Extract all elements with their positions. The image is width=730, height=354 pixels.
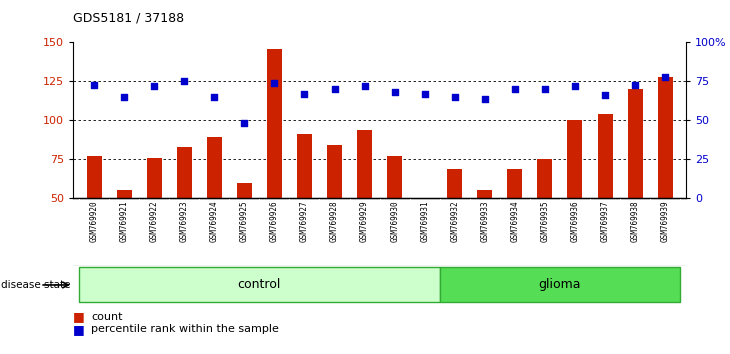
Text: percentile rank within the sample: percentile rank within the sample bbox=[91, 324, 279, 334]
Point bbox=[569, 83, 581, 89]
Text: GSM769933: GSM769933 bbox=[480, 200, 489, 242]
Text: glioma: glioma bbox=[539, 278, 581, 291]
Bar bbox=[439, 268, 680, 302]
Text: GSM769938: GSM769938 bbox=[631, 200, 639, 242]
Bar bbox=[537, 159, 553, 276]
Bar bbox=[117, 190, 131, 276]
Text: GSM769939: GSM769939 bbox=[661, 200, 669, 242]
Text: GSM769937: GSM769937 bbox=[601, 200, 610, 242]
Bar bbox=[207, 137, 222, 276]
Point bbox=[659, 74, 671, 80]
Bar bbox=[237, 183, 252, 276]
Text: GSM769935: GSM769935 bbox=[540, 200, 550, 242]
Bar bbox=[327, 145, 342, 276]
Point bbox=[599, 93, 611, 98]
Bar bbox=[658, 77, 672, 276]
Point bbox=[118, 94, 130, 100]
Text: control: control bbox=[238, 278, 281, 291]
Point bbox=[629, 82, 641, 87]
Point bbox=[239, 121, 250, 126]
Bar bbox=[357, 130, 372, 276]
Text: GSM769922: GSM769922 bbox=[150, 200, 158, 242]
Text: GSM769931: GSM769931 bbox=[420, 200, 429, 242]
Bar bbox=[598, 114, 612, 276]
Bar bbox=[267, 49, 282, 276]
Text: GSM769921: GSM769921 bbox=[120, 200, 128, 242]
Bar bbox=[477, 190, 492, 276]
Text: GSM769928: GSM769928 bbox=[330, 200, 339, 242]
Text: GSM769934: GSM769934 bbox=[510, 200, 519, 242]
Bar bbox=[147, 158, 161, 276]
Bar bbox=[507, 169, 523, 276]
Text: disease state: disease state bbox=[1, 280, 70, 290]
Bar bbox=[628, 89, 642, 276]
Text: GSM769936: GSM769936 bbox=[570, 200, 580, 242]
Bar bbox=[567, 120, 583, 276]
Text: GSM769923: GSM769923 bbox=[180, 200, 189, 242]
Point bbox=[479, 96, 491, 101]
Point bbox=[509, 86, 520, 92]
Bar bbox=[417, 198, 432, 276]
Point bbox=[209, 94, 220, 100]
Point bbox=[178, 79, 190, 84]
Point bbox=[358, 83, 370, 89]
Point bbox=[88, 82, 100, 87]
Text: GSM769932: GSM769932 bbox=[450, 200, 459, 242]
Text: ■: ■ bbox=[73, 323, 85, 336]
Text: GSM769924: GSM769924 bbox=[210, 200, 219, 242]
Text: ■: ■ bbox=[73, 310, 85, 323]
Point bbox=[539, 86, 550, 92]
Text: GSM769930: GSM769930 bbox=[390, 200, 399, 242]
Point bbox=[269, 80, 280, 86]
Bar bbox=[177, 147, 192, 276]
Text: count: count bbox=[91, 312, 123, 322]
Text: GSM769929: GSM769929 bbox=[360, 200, 369, 242]
Text: GSM769920: GSM769920 bbox=[90, 200, 99, 242]
Bar bbox=[447, 169, 462, 276]
Bar bbox=[297, 135, 312, 276]
Text: GSM769927: GSM769927 bbox=[300, 200, 309, 242]
Point bbox=[328, 86, 340, 92]
Text: GSM769926: GSM769926 bbox=[270, 200, 279, 242]
Bar bbox=[387, 156, 402, 276]
Bar bbox=[79, 268, 439, 302]
Point bbox=[148, 83, 160, 89]
Point bbox=[299, 91, 310, 97]
Text: GSM769925: GSM769925 bbox=[240, 200, 249, 242]
Point bbox=[389, 90, 401, 95]
Text: GDS5181 / 37188: GDS5181 / 37188 bbox=[73, 12, 184, 25]
Point bbox=[449, 94, 461, 100]
Bar bbox=[87, 156, 101, 276]
Point bbox=[419, 91, 431, 97]
